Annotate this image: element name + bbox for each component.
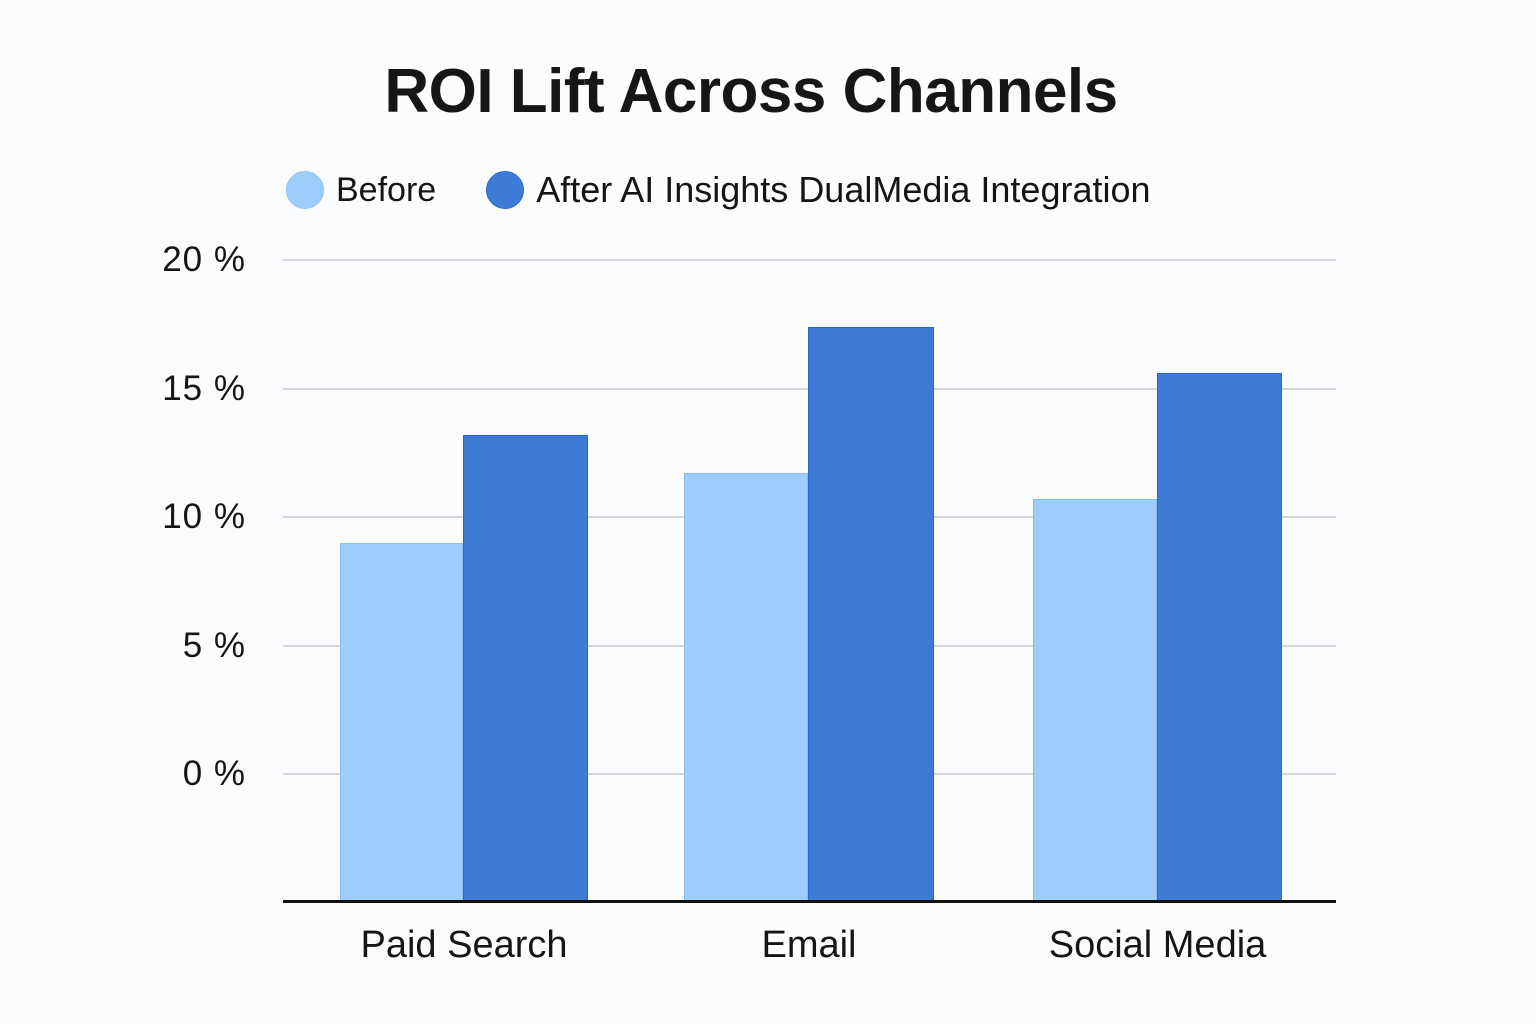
y-tick-label: 0 % <box>182 754 246 793</box>
y-tick-label: 15 % <box>162 368 246 408</box>
chart-title: ROI Lift Across Channels <box>384 57 1118 126</box>
gridline <box>283 259 1336 261</box>
before-swatch-icon <box>286 171 324 209</box>
after-swatch-icon <box>486 171 525 209</box>
x-category-label: Email <box>761 924 857 966</box>
x-category-label: Social Media <box>1048 924 1267 966</box>
x-category-label: Paid Search <box>360 924 568 966</box>
legend-label-after: After AI Insights DualMedia Integration <box>536 169 1151 210</box>
bar-after-paid-search <box>463 434 588 901</box>
bar-before-social-media <box>1033 499 1157 901</box>
legend: Before After AI Insights DualMedia Integ… <box>286 168 1201 212</box>
legend-item-before: Before <box>286 171 436 210</box>
legend-label-before: Before <box>336 170 437 209</box>
bar-before-email <box>684 473 808 901</box>
bar-before-paid-search <box>340 542 463 901</box>
bar-after-email <box>808 326 934 901</box>
y-tick-label: 5 % <box>182 625 246 665</box>
x-axis-line <box>283 900 1336 903</box>
y-tick-label: 20 % <box>162 240 246 279</box>
legend-item-after: After AI Insights DualMedia Integration <box>486 169 1151 211</box>
bar-after-social-media <box>1157 373 1282 901</box>
y-tick-label: 10 % <box>162 497 246 536</box>
